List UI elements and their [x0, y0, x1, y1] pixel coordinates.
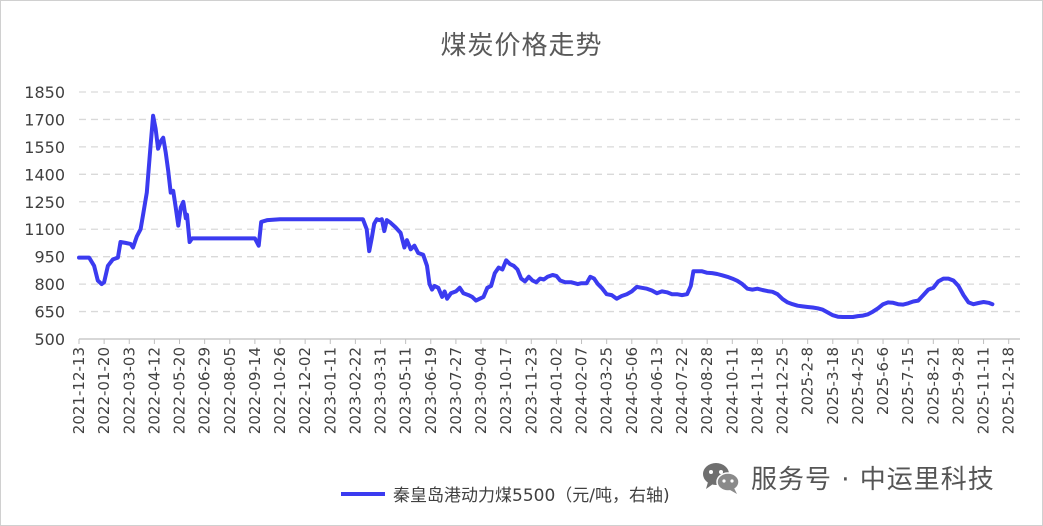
y-axis: 500 650 800 950 1100 1250 1400 1550 1700 1850 — [24, 83, 65, 349]
x-tick-label: 2023-06-19 — [422, 347, 440, 434]
chart-title: 煤炭价格走势 — [440, 31, 603, 61]
x-tick-label: 2023-07-27 — [447, 347, 465, 434]
x-tick-label: 2022-03-03 — [120, 347, 138, 434]
x-tick-label: 2025-4-25 — [849, 347, 867, 425]
x-tick-label: 2022-05-20 — [171, 347, 189, 434]
x-tick-label: 2024-07-22 — [673, 347, 691, 434]
y-tick-label: 1850 — [24, 83, 65, 102]
x-tick-label: 2024-11-18 — [748, 347, 766, 434]
x-tick-label: 2024-10-11 — [723, 347, 741, 434]
x-tick-label: 2025-11-11 — [975, 347, 993, 434]
watermark-text: 服务号 · 中运里科技 — [751, 465, 995, 495]
x-tick-label: 2023-03-31 — [372, 347, 390, 434]
y-tick-label: 1550 — [24, 138, 65, 157]
x-tick-label: 2025-9-28 — [949, 347, 967, 425]
y-tick-label: 1100 — [24, 220, 65, 239]
gridlines — [79, 91, 1020, 340]
series-line — [77, 113, 995, 319]
x-tick-label: 2021-12-13 — [70, 347, 88, 434]
x-tick-label: 2024-02-07 — [573, 347, 591, 434]
x-tick-label: 2025-12-18 — [1000, 347, 1018, 434]
x-tick-label: 2024-08-28 — [698, 347, 716, 434]
x-tick-label: 2022-12-02 — [296, 347, 314, 434]
y-tick-label: 950 — [34, 248, 65, 267]
x-tick-label: 2025-7-15 — [899, 347, 917, 425]
x-tick-label: 2022-01-20 — [95, 347, 113, 434]
x-tick-label: 2025-2-8 — [799, 347, 817, 415]
y-tick-label: 800 — [34, 275, 65, 294]
x-tick-label: 2022-04-12 — [145, 347, 163, 434]
y-tick-label: 1700 — [24, 110, 65, 129]
series-layer — [77, 113, 995, 319]
y-tick-label: 1250 — [24, 193, 65, 212]
x-tick-label: 2025-8-21 — [924, 347, 942, 425]
x-tick-label: 2024-05-06 — [623, 347, 641, 434]
x-tick-label: 2023-05-11 — [397, 347, 415, 434]
wechat-icon — [703, 462, 740, 494]
legend-label: 秦皇岛港动力煤5500（元/吨，右轴) — [393, 486, 670, 506]
x-tick-label: 2024-12-25 — [774, 347, 792, 434]
x-tick-label: 2023-11-23 — [522, 347, 540, 434]
x-tick-label: 2022-10-26 — [271, 347, 289, 434]
x-tick-label: 2024-06-13 — [648, 347, 666, 434]
x-tick-label: 2022-06-29 — [196, 347, 214, 434]
legend: 秦皇岛港动力煤5500（元/吨，右轴) — [341, 481, 670, 506]
x-tick-label: 2024-01-02 — [547, 347, 565, 434]
x-tick-label: 2023-09-04 — [472, 347, 490, 434]
y-tick-label: 500 — [34, 330, 65, 349]
x-tick-label: 2022-08-05 — [221, 347, 239, 434]
x-tick-label: 2025-3-18 — [824, 347, 842, 425]
y-tick-label: 650 — [34, 303, 65, 322]
legend-swatch — [341, 491, 385, 496]
x-tick-label: 2025-6-6 — [874, 347, 892, 415]
x-tick-label: 2022-09-14 — [246, 347, 264, 434]
x-tick-label: 2024-03-25 — [598, 347, 616, 434]
x-tick-label: 2023-02-22 — [346, 347, 364, 434]
x-axis: 2021-12-13 2022-01-20 2022-03-03 2022-04-12… — [70, 339, 1018, 434]
y-tick-label: 1400 — [24, 165, 65, 184]
x-tick-label: 2023-10-17 — [497, 347, 515, 434]
x-tick-label: 2023-01-11 — [321, 347, 339, 434]
watermark: 服务号 · 中运里科技 — [701, 459, 995, 496]
